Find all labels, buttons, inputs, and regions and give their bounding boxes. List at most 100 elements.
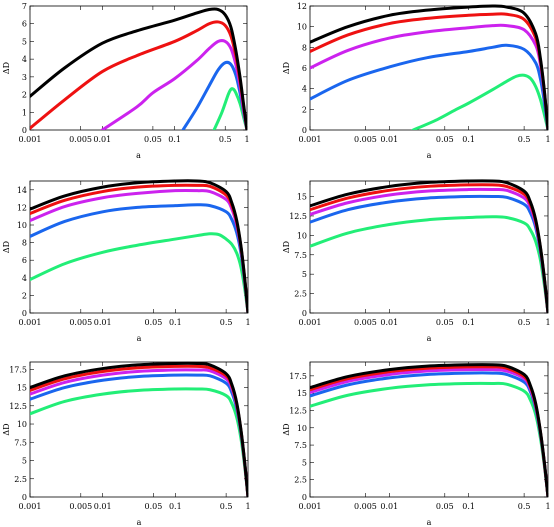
x-tick-label: 0.5 — [220, 502, 233, 511]
y-tick-label: 3 — [22, 73, 27, 82]
series-line-2 — [30, 364, 248, 497]
x-tick-label: 0.001 — [19, 135, 42, 144]
series-line-5 — [310, 215, 548, 313]
series-line-3 — [100, 39, 247, 130]
y-tick-label: 0 — [302, 126, 307, 135]
chart-panel-4: 0.001 0.005 0.01 0.05 0.1 0.5 102.557.51012.51… — [282, 179, 551, 343]
y-tick-label: 2 — [302, 105, 307, 114]
series-line-4 — [30, 203, 248, 313]
y-tick-label: 12 — [17, 203, 27, 212]
plot-frame — [29, 361, 249, 498]
plot-frame — [309, 361, 549, 498]
y-tick-label: 0 — [302, 493, 307, 502]
y-tick-label: 10 — [17, 221, 27, 230]
x-tick-label: 0.1 — [462, 135, 475, 144]
series-group — [30, 7, 247, 130]
series-line-4 — [310, 43, 548, 130]
y-tick-label: 12 — [297, 2, 307, 11]
y-axis-label: ΔD — [282, 62, 291, 74]
x-tick-label: 0.01 — [380, 135, 398, 144]
x-axis-label: a — [137, 518, 142, 527]
y-axis-label: ΔD — [2, 62, 11, 74]
x-tick-label: 0.01 — [93, 135, 111, 144]
x-tick-label: 0.001 — [299, 135, 322, 144]
y-tick-label: 4 — [22, 274, 27, 283]
series-line-3 — [30, 188, 248, 313]
y-tick-label: 5 — [302, 458, 307, 467]
x-tick-label: 0.1 — [462, 502, 475, 511]
x-tick-label: 0.005 — [69, 502, 92, 511]
y-tick-label: 8 — [302, 43, 307, 52]
x-tick-label: 1 — [545, 318, 550, 327]
x-tick-label: 0.001 — [299, 318, 322, 327]
y-tick-label: 10 — [297, 231, 307, 240]
y-tick-label: 6 — [302, 64, 307, 73]
x-tick-label: 0.5 — [518, 318, 531, 327]
series-line-4 — [310, 371, 548, 497]
x-tick-label: 0.005 — [354, 502, 377, 511]
y-tick-label: 4 — [302, 85, 307, 94]
x-tick-label: 1 — [545, 135, 550, 144]
x-tick-label: 0.01 — [94, 502, 112, 511]
x-axis-label: a — [427, 151, 432, 160]
chart-panel-6: 0.001 0.005 0.01 0.05 0.1 0.5 102.557.51012.51… — [282, 361, 551, 527]
y-tick-label: 2.5 — [14, 475, 27, 484]
y-tick-label: 1 — [22, 108, 27, 117]
x-tick-label: 0.001 — [19, 502, 42, 511]
y-tick-label: 10 — [297, 23, 307, 32]
x-tick-label: 0.05 — [144, 135, 162, 144]
x-tick-label: 0.5 — [220, 318, 233, 327]
x-tick-label: 0.005 — [69, 135, 92, 144]
series-line-5 — [30, 232, 248, 313]
y-tick-label: 14 — [17, 186, 27, 195]
x-tick-label: 0.005 — [69, 318, 92, 327]
x-axis-label: a — [427, 518, 432, 527]
x-tick-label: 0.001 — [19, 318, 42, 327]
x-tick-label: 0.1 — [169, 318, 182, 327]
series-line-1 — [310, 4, 548, 130]
x-tick-label: 0.01 — [94, 318, 112, 327]
y-tick-label: 7.5 — [294, 441, 307, 450]
y-tick-label: 2 — [22, 91, 27, 100]
series-group — [30, 361, 248, 497]
plot-frame — [309, 5, 549, 131]
series-line-5 — [310, 381, 548, 497]
y-tick-label: 2.5 — [294, 476, 307, 485]
y-tick-label: 4 — [22, 55, 27, 64]
plot-frame — [309, 180, 549, 314]
y-tick-label: 7 — [22, 2, 27, 11]
series-group — [310, 4, 548, 130]
series-line-1 — [310, 363, 548, 497]
series-group — [310, 363, 548, 497]
x-tick-label: 1 — [245, 502, 250, 511]
y-tick-label: 7.5 — [14, 438, 27, 447]
series-group — [30, 179, 248, 313]
y-tick-label: 15 — [17, 384, 27, 393]
x-tick-label: 0.1 — [168, 135, 181, 144]
series-line-3 — [310, 367, 548, 497]
series-line-1 — [30, 361, 248, 497]
y-axis-label: ΔD — [282, 241, 291, 253]
series-group — [310, 179, 548, 313]
plot-frame — [29, 5, 248, 131]
y-tick-label: 17.5 — [9, 365, 27, 374]
y-axis-label: ΔD — [2, 241, 11, 253]
series-line-3 — [310, 187, 548, 313]
y-axis-label: ΔD — [282, 423, 291, 435]
chart-panel-1: 0.001 0.005 0.01 0.05 0.1 0.5 1 0 1 2 3 4 5 6 7 a ΔD — [2, 2, 250, 160]
series-line-1 — [30, 179, 248, 313]
x-tick-label: 0.05 — [145, 502, 163, 511]
series-line-1 — [30, 7, 247, 130]
x-tick-label: 0.01 — [380, 502, 398, 511]
x-tick-label: 0.1 — [462, 318, 475, 327]
y-tick-label: 17.5 — [289, 372, 307, 381]
x-tick-label: 0.05 — [436, 502, 454, 511]
y-tick-label: 0 — [302, 309, 307, 318]
x-axis-label: a — [137, 334, 142, 343]
y-tick-label: 7.5 — [294, 251, 307, 260]
y-tick-label: 0 — [22, 309, 27, 318]
y-tick-label: 12.5 — [289, 406, 307, 415]
